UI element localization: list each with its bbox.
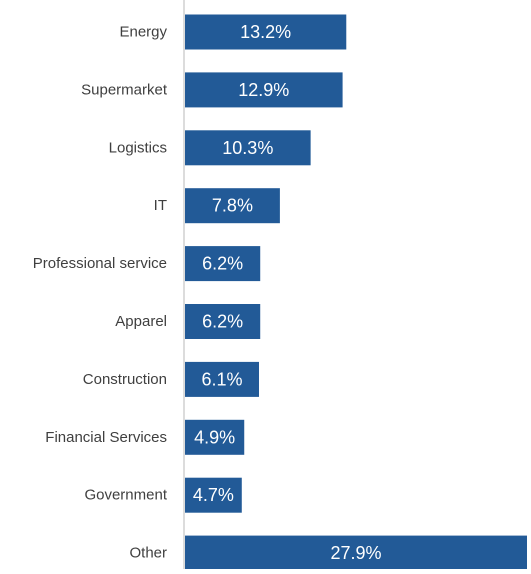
category-label-professional-service: Professional service xyxy=(33,255,167,272)
bar-group-other: Other 27.9% xyxy=(129,535,527,571)
data-label-financial-services: 4.9% xyxy=(194,427,235,447)
category-label-supermarket: Supermarket xyxy=(81,81,168,98)
category-label-financial-services: Financial Services xyxy=(45,429,167,446)
bar-financial-services xyxy=(185,419,245,455)
data-label-professional-service: 6.2% xyxy=(202,254,243,274)
bar-other xyxy=(185,535,527,571)
bar-group-supermarket: Supermarket 12.9% xyxy=(81,72,343,108)
bar-group-professional-service: Professional service 6.2% xyxy=(33,246,261,282)
bar-logistics xyxy=(185,130,311,166)
bar-supermarket xyxy=(185,72,343,108)
data-label-energy: 13.2% xyxy=(240,22,291,42)
bar-group-construction: Construction 6.1% xyxy=(83,361,259,397)
bar-group-government: Government 4.7% xyxy=(84,477,242,513)
data-label-apparel: 6.2% xyxy=(202,312,243,332)
data-label-construction: 6.1% xyxy=(201,369,242,389)
bar-group-logistics: Logistics 10.3% xyxy=(109,130,311,166)
bar-group-it: IT 7.8% xyxy=(154,188,280,224)
category-label-apparel: Apparel xyxy=(115,313,167,330)
bar-government xyxy=(185,477,242,513)
category-label-it: IT xyxy=(154,197,167,214)
data-label-other: 27.9% xyxy=(330,543,381,563)
bar-group-financial-services: Financial Services 4.9% xyxy=(45,419,245,455)
bar-energy xyxy=(185,14,347,50)
category-label-government: Government xyxy=(84,487,167,504)
data-label-logistics: 10.3% xyxy=(222,138,273,158)
bar-it xyxy=(185,188,280,224)
category-label-energy: Energy xyxy=(119,24,167,41)
category-label-logistics: Logistics xyxy=(109,139,167,156)
bar-professional-service xyxy=(185,246,261,282)
bar-apparel xyxy=(185,304,261,339)
data-label-it: 7.8% xyxy=(212,196,253,216)
bar-group-apparel: Apparel 6.2% xyxy=(115,304,261,339)
category-label-construction: Construction xyxy=(83,371,167,388)
bar-group-energy: Energy 13.2% xyxy=(119,14,347,50)
data-label-government: 4.7% xyxy=(193,485,234,505)
category-label-other: Other xyxy=(129,545,167,562)
data-label-supermarket: 12.9% xyxy=(238,80,289,100)
bar-construction xyxy=(185,361,259,397)
